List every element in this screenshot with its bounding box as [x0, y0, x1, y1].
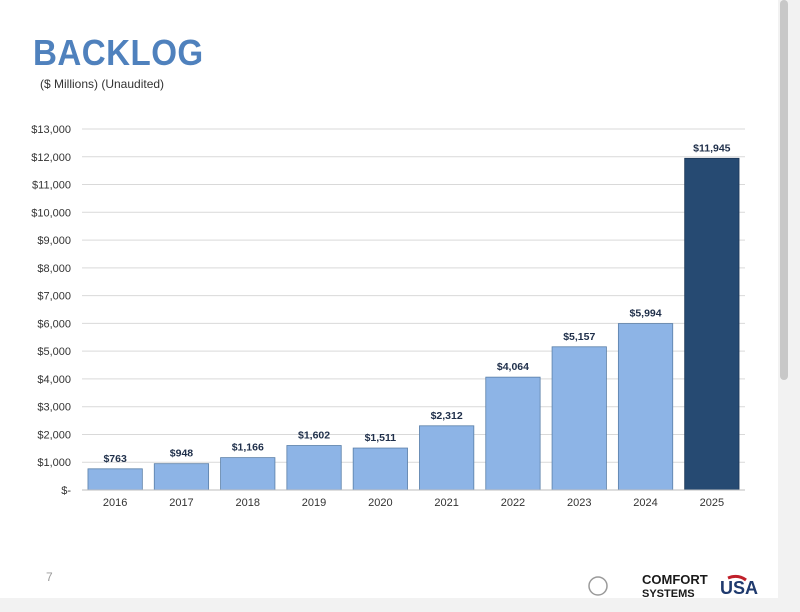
bar-2021	[419, 425, 475, 491]
slide-title: BACKLOG	[33, 32, 204, 73]
y-tick-label: $11,000	[32, 180, 71, 192]
x-tick-label: 2019	[302, 497, 326, 509]
data-label: $1,166	[232, 442, 264, 454]
y-tick-label: $6,000	[37, 318, 71, 330]
y-tick-label: $7,000	[37, 291, 71, 303]
bars	[87, 157, 740, 491]
logo-line1: COMFORT	[642, 572, 708, 587]
data-labels: $763 $948 $1,166 $1,602 $1,511 $2,312 $4,064 $5…	[103, 142, 730, 465]
x-tick-label: 2021	[434, 497, 458, 509]
bar-2024	[617, 323, 674, 491]
data-label: $4,064	[497, 361, 529, 373]
data-label: $1,602	[298, 430, 330, 442]
bar-2016	[87, 468, 143, 491]
y-tick-label: $10,000	[31, 207, 71, 219]
y-tick-label: $4,000	[37, 374, 71, 386]
gridlines	[82, 128, 745, 463]
slide: BACKLOG ($ Millions) (Unaudited) $- $1,00…	[0, 0, 778, 600]
x-tick-label: 2024	[633, 497, 657, 509]
bar-2017	[153, 463, 210, 491]
data-label: $5,994	[629, 308, 661, 320]
bar-2022	[485, 376, 541, 491]
y-tick-label: $13,000	[31, 124, 71, 136]
x-tick-label: 2022	[501, 497, 525, 509]
y-tick-label: $3,000	[37, 402, 71, 414]
x-tick-label: 2020	[368, 497, 392, 509]
data-label: $2,312	[431, 410, 463, 422]
data-label: $11,945	[693, 142, 731, 154]
y-tick-label: $12,000	[31, 152, 71, 164]
y-tick-label: $8,000	[37, 263, 71, 275]
logo-mark: USA	[720, 578, 758, 598]
data-label: $763	[103, 453, 127, 465]
y-tick-label: $9,000	[37, 235, 71, 247]
backlog-bar-chart: $- $1,000 $2,000 $3,000 $4,000 $5,000 $6,000 $7…	[31, 124, 745, 509]
watermark-icon	[588, 576, 608, 596]
logo-swoosh-icon	[727, 574, 747, 582]
x-tick-label: 2025	[700, 497, 724, 509]
y-tick-label: $2,000	[37, 429, 71, 441]
logo-line2: SYSTEMS	[642, 588, 695, 600]
bar-2018	[220, 457, 276, 491]
bar-2019	[286, 445, 342, 491]
bar-2023	[551, 346, 607, 491]
x-axis-ticks: 2016 2017 2018 2019 2020 2021 2022 2023 2024 2025	[103, 497, 724, 509]
x-tick-label: 2023	[567, 497, 591, 509]
y-tick-label: $-	[61, 485, 71, 497]
bar-2020	[352, 447, 408, 491]
data-label: $948	[170, 448, 194, 460]
y-tick-label: $5,000	[37, 346, 71, 358]
x-tick-label: 2016	[103, 497, 127, 509]
bar-2025	[684, 157, 740, 491]
y-axis-ticks: $- $1,000 $2,000 $3,000 $4,000 $5,000 $6,000 $7…	[31, 124, 71, 497]
x-tick-label: 2017	[169, 497, 193, 509]
y-tick-label: $1,000	[37, 457, 71, 469]
x-tick-label: 2018	[236, 497, 260, 509]
page-number: 7	[46, 570, 53, 584]
comfort-systems-usa-logo: COMFORT SYSTEMS USA	[588, 572, 758, 600]
data-label: $1,511	[365, 432, 397, 444]
data-label: $5,157	[563, 331, 595, 343]
slide-subtitle: ($ Millions) (Unaudited)	[40, 77, 165, 91]
scrollbar[interactable]	[780, 0, 788, 380]
